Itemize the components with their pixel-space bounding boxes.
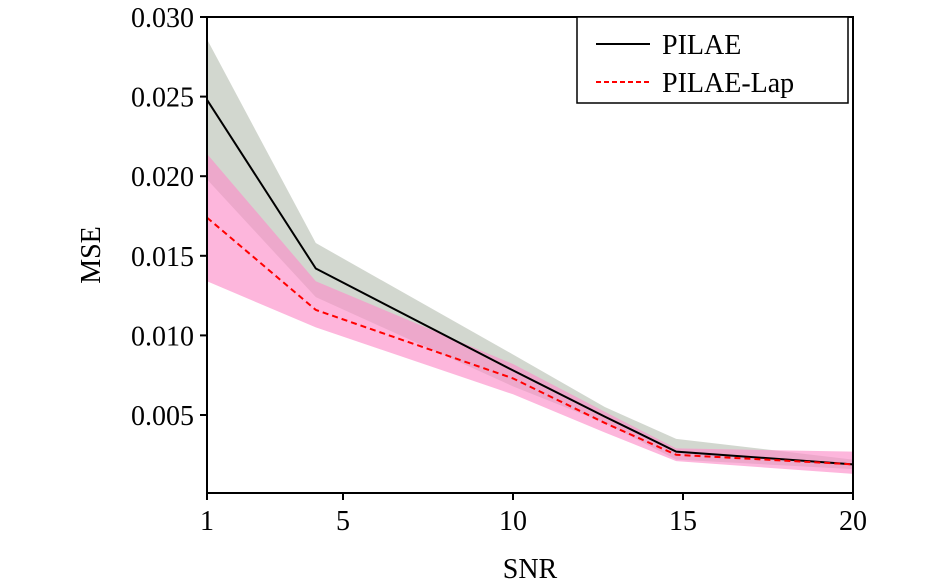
confidence-band-pilae xyxy=(207,39,853,470)
legend-label-pilae-lap: PILAE-Lap xyxy=(662,68,794,99)
x-tick-label: 1 xyxy=(200,506,214,537)
confidence-band-pilae-lap xyxy=(207,153,853,474)
y-tick-label: 0.005 xyxy=(131,401,194,432)
x-axis-label: SNR xyxy=(503,554,558,583)
legend: PILAE PILAE-Lap xyxy=(576,16,849,104)
series-line-pilae xyxy=(206,99,854,466)
x-tick-label: 5 xyxy=(336,506,350,537)
series-line-pilae-lap xyxy=(206,216,854,466)
y-tick-label: 0.030 xyxy=(131,3,194,34)
y-tick-label: 0.025 xyxy=(131,83,194,114)
y-tick-label: 0.015 xyxy=(131,242,194,273)
x-tick-label: 20 xyxy=(839,506,867,537)
x-tick-label: 15 xyxy=(669,506,697,537)
legend-box xyxy=(576,16,849,104)
y-axis-label: MSE xyxy=(76,226,107,284)
y-tick-label: 0.010 xyxy=(131,321,194,352)
legend-label-pilae: PILAE xyxy=(662,30,741,61)
y-tick-label: 0.020 xyxy=(131,162,194,193)
x-tick-label: 10 xyxy=(499,506,527,537)
